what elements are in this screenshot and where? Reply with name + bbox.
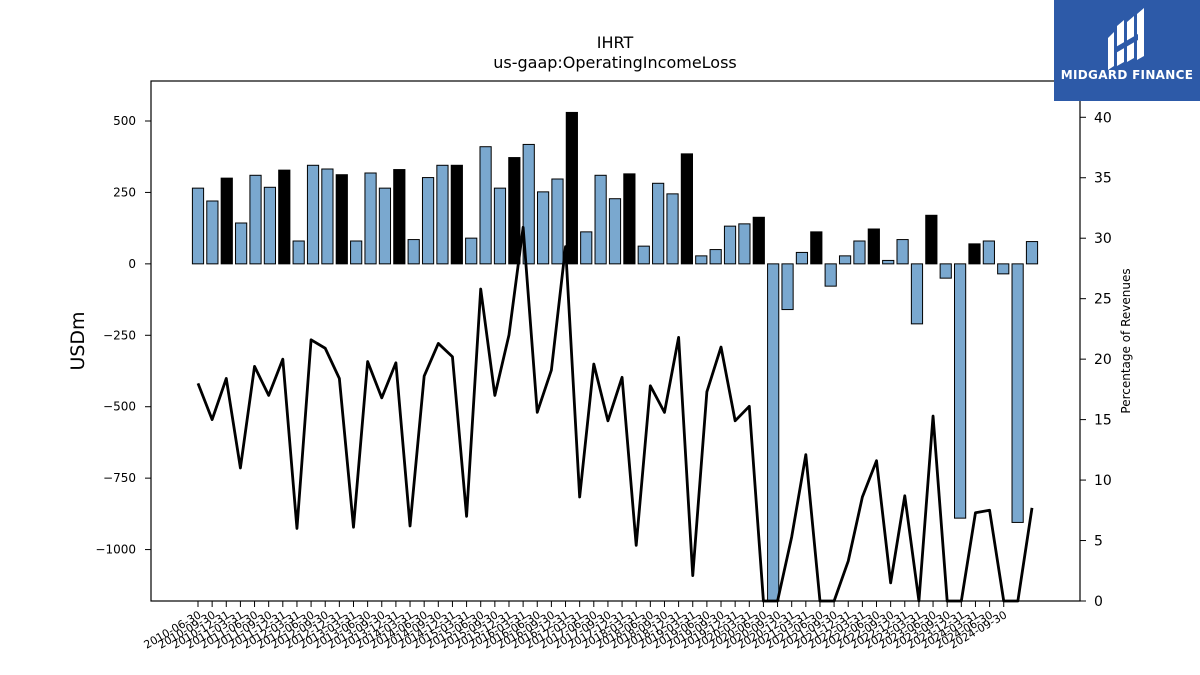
y2-tick-label: 20	[1094, 352, 1112, 368]
bar	[378, 187, 392, 265]
bar	[594, 174, 607, 265]
bar	[910, 263, 924, 325]
bar	[421, 177, 435, 265]
bar	[896, 239, 909, 265]
bar	[436, 164, 449, 265]
bar	[278, 169, 291, 265]
bar	[350, 240, 363, 265]
y-tick-label: −250	[103, 328, 136, 342]
bar	[824, 263, 837, 287]
y-tick-label: 500	[113, 114, 136, 128]
bar	[968, 243, 981, 265]
y-tick-label: −1000	[95, 543, 136, 557]
y2-tick-label: 25	[1094, 292, 1112, 308]
bar	[767, 263, 780, 602]
bar	[939, 263, 952, 279]
bar	[723, 225, 737, 265]
bar	[306, 164, 320, 265]
bar	[982, 240, 995, 265]
y-tick-label: −500	[103, 400, 136, 414]
bar	[335, 174, 348, 265]
bar	[551, 178, 564, 265]
plot-frame	[150, 80, 1081, 602]
bar	[508, 157, 521, 265]
y2-tick-label: 40	[1094, 110, 1112, 126]
bar	[738, 223, 751, 265]
bar	[695, 255, 708, 265]
bar	[882, 259, 895, 265]
bar	[206, 200, 219, 265]
bar	[479, 146, 492, 265]
series-line	[196, 225, 1034, 603]
bar	[565, 111, 578, 265]
bar	[263, 186, 276, 265]
brand-logo: MIDGARD FINANCE	[1054, 0, 1200, 101]
brand-name: MIDGARD FINANCE	[1060, 68, 1194, 82]
bar	[637, 245, 650, 265]
y-tick-label: −750	[103, 471, 136, 485]
bar	[954, 263, 967, 519]
chart-subtitle: us-gaap:OperatingIncomeLoss	[493, 53, 737, 72]
bar	[1025, 241, 1039, 265]
y-tick-label: 0	[128, 257, 136, 271]
y2-tick-label: 10	[1094, 473, 1112, 489]
bar	[925, 214, 938, 265]
bar	[752, 216, 765, 265]
bar	[652, 182, 665, 265]
y2-tick-label: 30	[1094, 231, 1112, 247]
bar	[465, 237, 478, 265]
bar	[407, 239, 420, 265]
bar	[997, 263, 1010, 275]
y2-axis-label: Percentage of Revenues	[1119, 268, 1133, 413]
bar	[393, 169, 406, 265]
y-axis-label: USDm	[67, 311, 89, 370]
bar	[450, 164, 463, 265]
bar	[580, 231, 593, 265]
bar	[838, 255, 852, 265]
bar	[666, 193, 679, 265]
bar	[537, 191, 550, 265]
y2-tick-label: 5	[1094, 534, 1103, 550]
bar	[249, 174, 262, 265]
bar	[292, 240, 305, 265]
bar	[623, 173, 636, 265]
bar	[608, 198, 622, 265]
bar	[867, 228, 880, 265]
y2-tick-label: 0	[1094, 594, 1103, 610]
brand-mark-icon	[1108, 8, 1144, 70]
y2-tick-label: 15	[1094, 413, 1112, 429]
bar	[235, 222, 248, 265]
bar	[364, 172, 377, 265]
bar	[853, 240, 866, 265]
y-tick-label: 250	[113, 185, 136, 199]
bar	[1011, 263, 1024, 523]
bar	[709, 249, 722, 265]
bar	[191, 187, 205, 265]
bar	[522, 143, 535, 265]
bar	[220, 177, 233, 265]
bar	[680, 153, 693, 265]
bar	[795, 251, 809, 265]
chart-title: IHRT	[597, 33, 634, 52]
bar	[493, 187, 507, 265]
bar	[810, 231, 823, 265]
bar	[321, 168, 334, 265]
bar	[781, 263, 794, 311]
y2-tick-label: 35	[1094, 171, 1112, 187]
